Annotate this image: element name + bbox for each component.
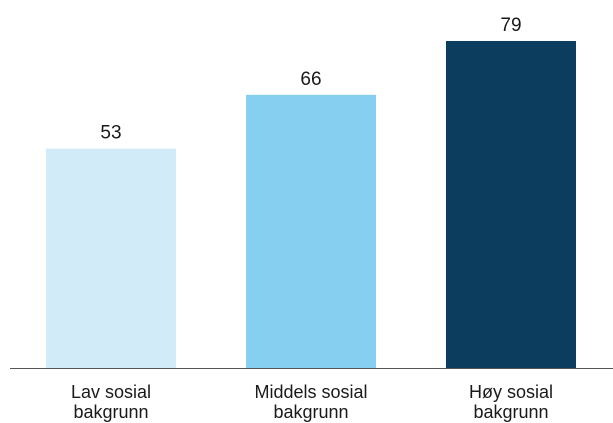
- bars-group: [46, 41, 576, 369]
- category-label-1: Lav sosial bakgrunn: [71, 382, 151, 422]
- category-label-line: Høy sosial: [469, 382, 553, 402]
- value-labels-group: 53 66 79: [100, 15, 521, 144]
- category-label-line: bakgrunn: [473, 402, 548, 422]
- value-label-1: 53: [100, 123, 121, 144]
- category-label-3: Høy sosial bakgrunn: [469, 382, 553, 422]
- value-label-2: 66: [300, 69, 321, 90]
- bar-3: [446, 41, 576, 368]
- category-label-line: Lav sosial: [71, 382, 151, 402]
- category-label-2: Middels sosial bakgrunn: [254, 382, 367, 422]
- bar-2: [246, 94, 376, 369]
- category-label-line: Middels sosial: [254, 382, 367, 402]
- bar-1: [46, 148, 176, 368]
- category-label-line: bakgrunn: [273, 402, 348, 422]
- category-label-line: bakgrunn: [73, 402, 148, 422]
- value-label-3: 79: [500, 15, 521, 36]
